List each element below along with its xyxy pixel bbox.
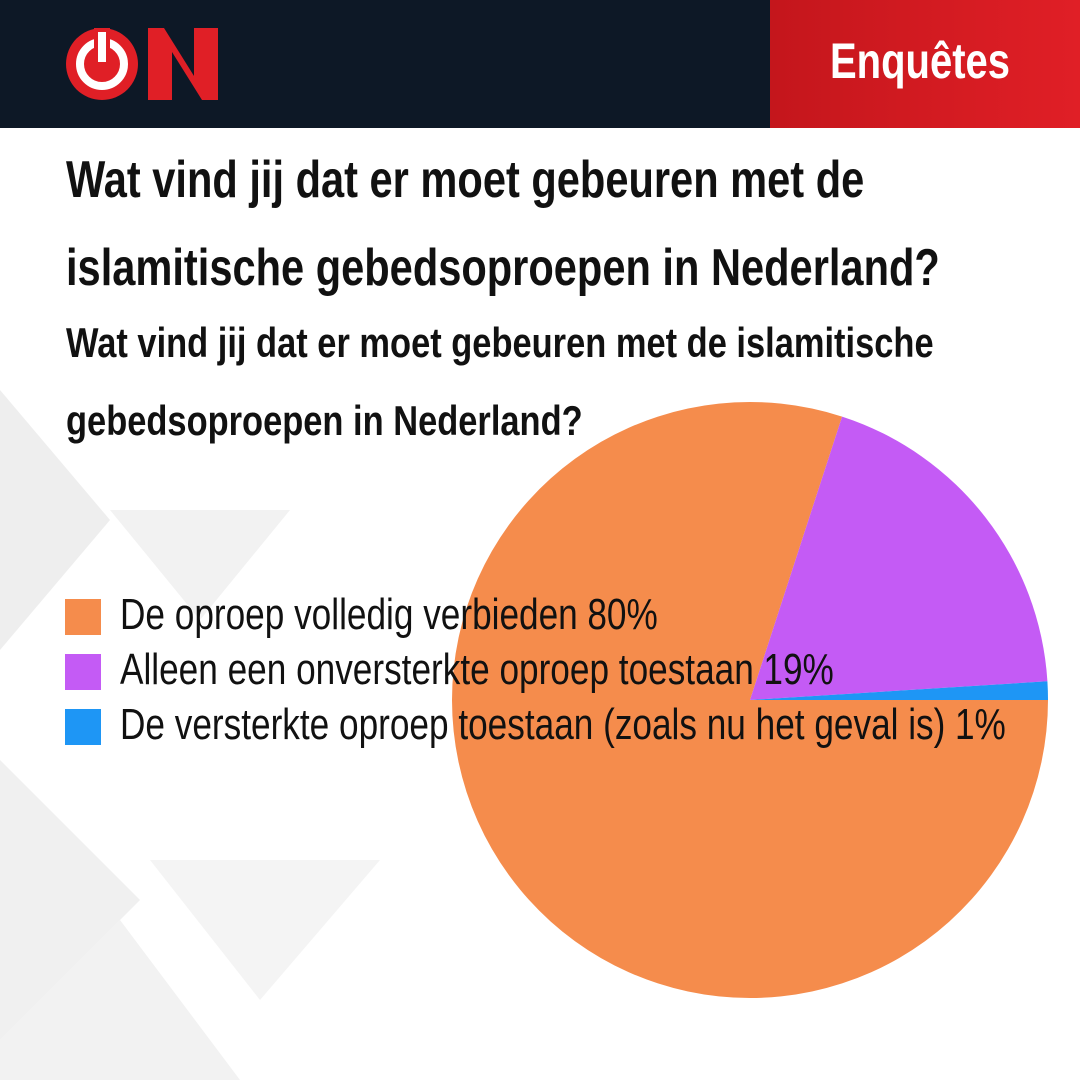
section-tab: Enquêtes <box>770 0 1080 128</box>
legend-category: De oproep volledig verbieden <box>120 590 578 639</box>
legend-label: De versterkte oproep toestaan (zoals nu … <box>120 700 1006 749</box>
legend-label: De oproep volledig verbieden 80% <box>120 590 658 639</box>
legend-value: 19% <box>763 645 833 694</box>
legend-swatch <box>65 599 101 635</box>
background-pattern <box>0 390 380 1080</box>
pie-slice <box>750 681 1048 700</box>
legend-swatch <box>65 709 101 745</box>
section-label: Enquêtes <box>830 33 1011 89</box>
chart-title: Wat vind jij dat er moet gebeuren met de… <box>66 151 940 297</box>
legend-label: Alleen een onversterkte oproep toestaan 1… <box>120 645 834 694</box>
header-bar: Enquêtes <box>0 0 1080 128</box>
pie-slice <box>750 416 1048 700</box>
legend-value: 1% <box>955 700 1006 749</box>
legend-category: Alleen een onversterkte oproep toestaan <box>120 645 754 694</box>
legend-category: De versterkte oproep toestaan (zoals nu … <box>120 700 945 749</box>
legend-swatch <box>65 654 101 690</box>
logo <box>66 28 218 100</box>
chart-subtitle: Wat vind jij dat er moet gebeuren met de… <box>66 319 934 444</box>
legend-value: 80% <box>587 590 657 639</box>
